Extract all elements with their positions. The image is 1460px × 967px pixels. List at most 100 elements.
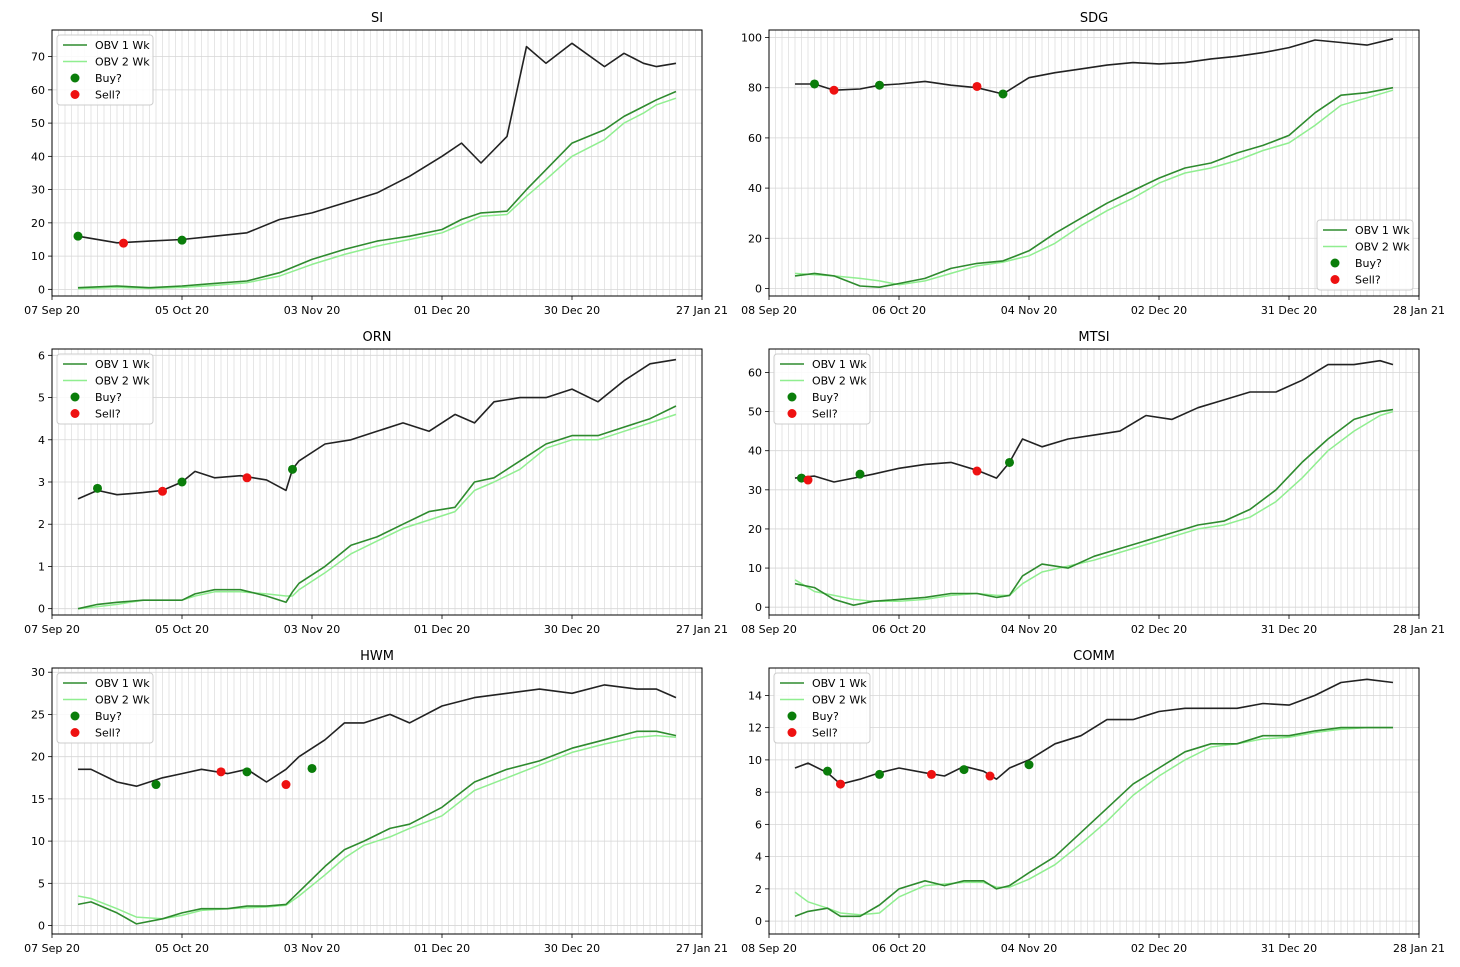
sell-marker: [829, 85, 839, 95]
legend-label: OBV 1 Wk: [1355, 224, 1410, 237]
x-tick-label: 05 Oct 20: [155, 623, 209, 636]
x-tick-label: 03 Nov 20: [284, 623, 340, 636]
y-tick-label: 0: [755, 915, 762, 928]
plot-frame: [51, 348, 703, 616]
y-tick-label: 3: [38, 476, 45, 489]
sell-marker: [972, 81, 982, 91]
legend-label: Sell?: [95, 89, 121, 102]
y-tick-label: 20: [31, 217, 45, 230]
legend-box: [56, 353, 154, 425]
buy-marker: [93, 483, 102, 493]
x-tick-label: 07 Sep 20: [24, 942, 80, 955]
buy-marker: [177, 235, 187, 245]
legend: OBV 1 Wk OBV 2 Wk Buy? Sell?: [56, 353, 154, 425]
x-tick-label: 01 Dec 20: [414, 942, 470, 955]
x-tick-label: 02 Dec 20: [1131, 623, 1187, 636]
chart-title: COMM: [1073, 649, 1115, 664]
legend-dot-swatch: [787, 711, 797, 721]
plot-frame: [768, 29, 1420, 297]
sell-marker: [158, 486, 167, 496]
series-line-price: [78, 684, 677, 787]
buy-marker: [823, 766, 832, 776]
sell-marker: [119, 238, 128, 248]
y-tick-label: 80: [748, 82, 762, 95]
buy-marker: [307, 763, 317, 773]
y-tick-label: 60: [748, 366, 762, 379]
buy-marker: [177, 477, 187, 487]
legend-label: Buy?: [95, 72, 122, 85]
x-tick-label: 01 Dec 20: [414, 623, 470, 636]
buy-marker: [1005, 457, 1014, 467]
x-tick-label: 06 Oct 20: [872, 304, 926, 317]
legend-label: OBV 2 Wk: [812, 375, 867, 388]
x-tick-label: 30 Dec 20: [544, 942, 600, 955]
legend: OBV 1 Wk OBV 2 Wk Buy? Sell?: [56, 34, 154, 106]
y-tick-label: 10: [748, 754, 762, 767]
panel-si: 0 10 20 30 40 50 60 70 07 Sep 20 05 Oct 20 03 Nov …: [24, 11, 728, 317]
y-tick-label: 5: [38, 392, 45, 405]
y-tick-label: 6: [38, 349, 45, 362]
legend-label: OBV 1 Wk: [95, 677, 150, 690]
legend-box: [56, 34, 154, 106]
legend-label: Buy?: [95, 391, 122, 404]
x-tick-label: 03 Nov 20: [284, 942, 340, 955]
legend-label: OBV 1 Wk: [812, 677, 867, 690]
x-tick-label: 04 Nov 20: [1001, 623, 1057, 636]
buy-marker: [242, 767, 252, 777]
y-tick-label: 40: [31, 150, 45, 163]
x-tick-label: 06 Oct 20: [872, 623, 926, 636]
y-tick-label: 40: [748, 182, 762, 195]
x-tick-label: 02 Dec 20: [1131, 942, 1187, 955]
y-tick-label: 25: [31, 708, 45, 721]
x-tick-label: 07 Sep 20: [24, 623, 80, 636]
panel-hwm: 0 5 10 15 20 25 30 07 Sep 20 05 Oct 20 03 Nov 20 0…: [24, 649, 728, 955]
x-tick-label: 08 Sep 20: [741, 942, 797, 955]
buy-marker: [151, 780, 161, 790]
y-tick-label: 20: [748, 232, 762, 245]
plot-frame: [51, 29, 703, 297]
plot-frame: [768, 348, 1420, 616]
legend-label: OBV 2 Wk: [1355, 241, 1410, 254]
buy-marker: [73, 231, 83, 241]
x-tick-label: 27 Jan 21: [676, 304, 728, 317]
x-tick-label: 06 Oct 20: [872, 942, 926, 955]
legend-dot-swatch: [1330, 258, 1340, 268]
buy-marker: [1024, 760, 1034, 770]
legend: OBV 1 Wk OBV 2 Wk Buy? Sell?: [773, 672, 871, 744]
series-line-price: [794, 359, 1394, 483]
sell-marker: [927, 769, 936, 779]
series-line-obv-2-wk: [77, 97, 677, 290]
buy-marker: [810, 79, 819, 89]
legend-box: [773, 672, 871, 744]
legend-label: Sell?: [1355, 274, 1381, 287]
x-tick-label: 08 Sep 20: [741, 304, 797, 317]
legend-dot-swatch: [70, 90, 80, 99]
legend-dot-swatch: [70, 728, 80, 737]
sell-marker: [216, 767, 226, 777]
series-line-price: [77, 358, 677, 500]
y-tick-label: 30: [748, 484, 762, 497]
legend: OBV 1 Wk OBV 2 Wk Buy? Sell?: [1316, 219, 1414, 291]
legend-dot-swatch: [1330, 275, 1340, 284]
sell-marker: [985, 771, 995, 781]
y-tick-label: 4: [38, 434, 45, 447]
series-line-obv-1-wk: [794, 726, 1393, 918]
y-tick-label: 6: [755, 818, 762, 831]
legend-label: OBV 1 Wk: [812, 358, 867, 371]
legend-label: Sell?: [812, 408, 838, 421]
buy-marker: [855, 469, 865, 479]
chart-title: SI: [371, 11, 383, 26]
y-tick-label: 100: [741, 32, 762, 45]
x-tick-label: 05 Oct 20: [155, 942, 209, 955]
chart-title: HWM: [360, 649, 394, 664]
buy-marker: [288, 464, 297, 474]
chart-title: ORN: [363, 330, 392, 345]
y-tick-label: 70: [31, 51, 45, 64]
series-line-obv-1-wk: [77, 730, 677, 925]
y-tick-label: 0: [755, 282, 762, 295]
y-tick-label: 10: [31, 250, 45, 263]
legend-label: Buy?: [812, 710, 839, 723]
legend-label: OBV 2 Wk: [95, 694, 150, 707]
buy-marker: [998, 89, 1008, 99]
